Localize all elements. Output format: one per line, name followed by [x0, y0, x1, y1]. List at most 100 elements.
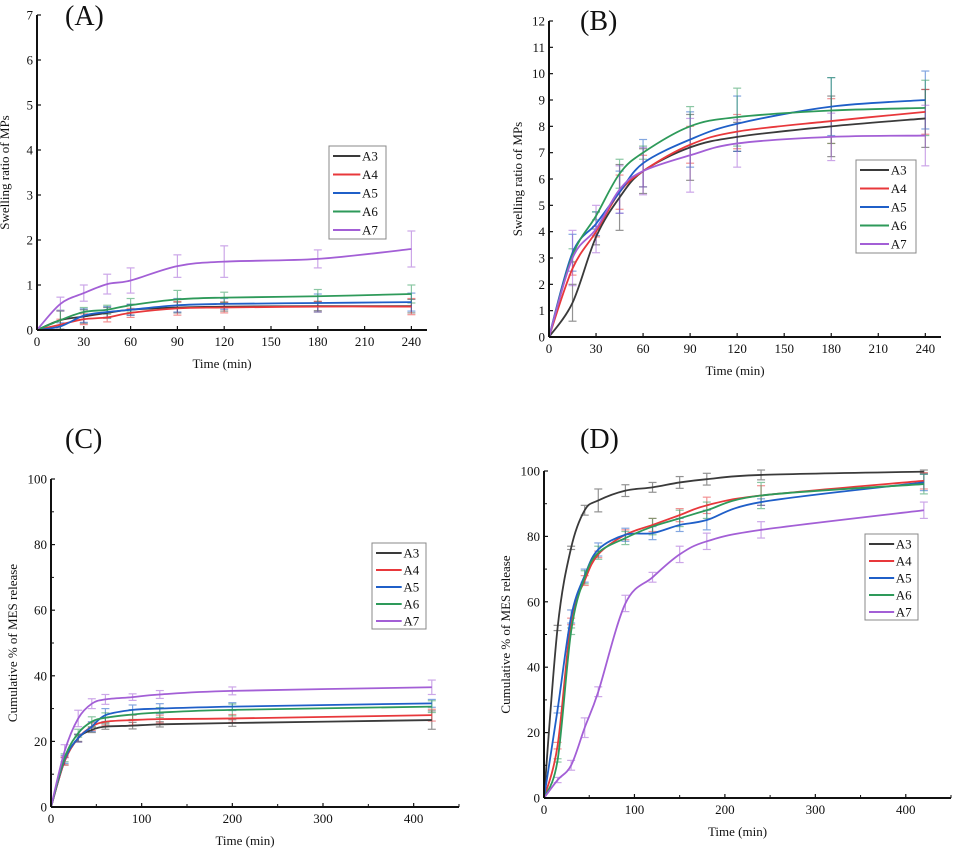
- x-tick-label: 150: [261, 334, 281, 349]
- x-tick-label: 200: [715, 802, 735, 817]
- y-axis-label: Swelling ratio of MPs: [0, 115, 12, 229]
- legend-label-a7: A7: [896, 605, 912, 620]
- y-tick-label: 3: [27, 188, 34, 203]
- x-axis-label: Time (min): [192, 356, 251, 371]
- legend-label-a4: A4: [896, 554, 912, 569]
- x-tick-label: 240: [402, 334, 422, 349]
- y-tick-label: 6: [27, 53, 34, 68]
- x-tick-label: 30: [590, 341, 603, 356]
- x-tick-label: 90: [171, 334, 184, 349]
- y-tick-label: 80: [527, 529, 540, 544]
- y-tick-label: 5: [539, 198, 546, 213]
- y-axis-label: Swelling ratio of MPs: [510, 122, 525, 236]
- x-tick-label: 200: [223, 811, 243, 826]
- y-tick-label: 12: [532, 14, 545, 29]
- legend-label-a3: A3: [891, 163, 907, 178]
- y-tick-label: 3: [539, 251, 546, 266]
- legend-label-a7: A7: [891, 237, 907, 252]
- y-tick-label: 0: [27, 323, 34, 338]
- x-tick-label: 300: [806, 802, 826, 817]
- y-tick-label: 5: [27, 98, 34, 113]
- y-tick-label: 20: [34, 734, 47, 749]
- y-tick-label: 7: [539, 145, 546, 160]
- x-tick-label: 210: [355, 334, 375, 349]
- x-tick-label: 60: [637, 341, 650, 356]
- x-tick-label: 30: [77, 334, 90, 349]
- y-tick-label: 9: [539, 93, 546, 108]
- panel-label: (D): [580, 424, 619, 455]
- y-tick-label: 40: [34, 668, 47, 683]
- y-tick-label: 80: [34, 537, 47, 552]
- panel-label: (A): [65, 1, 104, 32]
- legend-label-a7: A7: [362, 223, 378, 238]
- y-tick-label: 1: [27, 278, 34, 293]
- series-line-a3: [51, 720, 432, 807]
- x-tick-label: 300: [313, 811, 333, 826]
- x-tick-label: 150: [774, 341, 794, 356]
- legend-label-a4: A4: [891, 181, 907, 196]
- x-axis-label: Time (min): [705, 363, 764, 378]
- legend: A3 A4 A5 A6 A7: [856, 160, 916, 253]
- legend-label-a3: A3: [403, 546, 419, 561]
- y-tick-label: 7: [27, 8, 34, 23]
- series-line-a5: [544, 482, 924, 798]
- legend-label-a6: A6: [362, 204, 378, 219]
- legend-label-a3: A3: [896, 537, 912, 552]
- x-tick-label: 0: [546, 341, 553, 356]
- legend-label-a6: A6: [891, 218, 907, 233]
- legend-label-a5: A5: [891, 200, 907, 215]
- legend-label-a6: A6: [896, 588, 912, 603]
- y-tick-label: 60: [34, 603, 47, 618]
- y-tick-label: 0: [539, 330, 546, 345]
- series-line-a6: [544, 484, 924, 798]
- y-tick-label: 20: [527, 725, 540, 740]
- x-tick-label: 100: [132, 811, 152, 826]
- y-tick-label: 6: [539, 172, 546, 187]
- x-tick-label: 0: [34, 334, 41, 349]
- y-axis-label: Cumulative % of MES release: [498, 555, 513, 713]
- series-line-a7: [51, 687, 432, 807]
- x-tick-label: 400: [404, 811, 424, 826]
- y-tick-label: 1: [539, 303, 546, 318]
- x-tick-label: 60: [124, 334, 137, 349]
- x-tick-label: 90: [684, 341, 697, 356]
- panel-label: (B): [580, 6, 617, 37]
- y-tick-label: 8: [539, 119, 546, 134]
- legend-label-a3: A3: [362, 149, 378, 164]
- legend-label-a6: A6: [403, 597, 419, 612]
- x-tick-label: 120: [214, 334, 234, 349]
- x-axis-label: Time (min): [708, 824, 767, 839]
- y-tick-label: 10: [532, 66, 545, 81]
- legend-label-a5: A5: [896, 571, 912, 586]
- x-tick-label: 180: [821, 341, 841, 356]
- x-tick-label: 400: [896, 802, 916, 817]
- y-tick-label: 100: [521, 464, 541, 479]
- y-tick-label: 11: [532, 40, 545, 55]
- x-axis-label: Time (min): [215, 833, 274, 848]
- legend-label-a7: A7: [403, 614, 419, 629]
- legend: A3 A4 A5 A6 A7: [372, 543, 426, 629]
- x-tick-label: 0: [541, 802, 548, 817]
- legend-label-a5: A5: [362, 186, 378, 201]
- y-axis-label: Cumulative % of MES release: [5, 564, 20, 722]
- legend-label-a4: A4: [403, 563, 419, 578]
- x-tick-label: 120: [727, 341, 747, 356]
- x-tick-label: 240: [916, 341, 936, 356]
- x-tick-label: 100: [625, 802, 645, 817]
- y-tick-label: 100: [28, 472, 48, 487]
- x-tick-label: 210: [869, 341, 889, 356]
- y-tick-label: 60: [527, 594, 540, 609]
- legend-label-a5: A5: [403, 580, 419, 595]
- legend: A3 A4 A5 A6 A7: [865, 534, 918, 620]
- y-tick-label: 0: [534, 791, 541, 806]
- x-tick-label: 180: [308, 334, 328, 349]
- y-tick-label: 0: [41, 800, 48, 815]
